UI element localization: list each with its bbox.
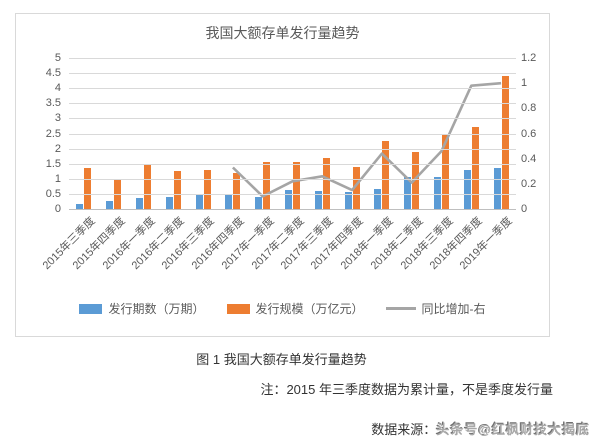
left-axis-tick: 0 — [54, 203, 61, 215]
legend-item: 同比增加-右 — [385, 300, 486, 317]
legend-item: 发行期数（万期） — [79, 300, 205, 317]
bar — [501, 76, 509, 209]
bar — [314, 191, 322, 209]
right-axis-tick: 0.6 — [521, 127, 537, 140]
bar — [84, 168, 92, 209]
gridline — [69, 118, 516, 120]
right-axis-tick: 0 — [521, 203, 528, 215]
legend-item: 发行规模（万亿元） — [226, 300, 364, 317]
right-axis-tick: 0.8 — [521, 102, 537, 115]
bar-group — [188, 58, 218, 209]
bar — [195, 195, 203, 209]
bar-group — [158, 58, 188, 209]
bar — [203, 169, 211, 209]
bar — [135, 198, 143, 209]
gridline — [69, 88, 516, 90]
left-axis-tick: 2 — [54, 142, 61, 155]
bar-group — [427, 58, 457, 209]
left-axis-tick: 4.5 — [45, 67, 61, 80]
figure-note: 注：2015 年三季度数据为累计量，不是季度发行量 — [260, 382, 553, 397]
chart-container: 我国大额存单发行量趋势 5 4.5 4 3.5 3 2.5 2 1.5 1 0.5 0 1.2 1 0.… — [15, 13, 550, 337]
bar — [382, 141, 390, 209]
bar-group — [69, 58, 99, 209]
legend-swatch — [226, 303, 250, 314]
bar-group — [248, 58, 278, 209]
bar-group — [456, 58, 486, 209]
gridline — [69, 148, 516, 150]
bar-group — [367, 58, 397, 209]
bar — [404, 177, 412, 209]
legend: 发行期数（万期） 发行规模（万亿元） 同比增加-右 — [16, 300, 549, 317]
bar — [143, 165, 151, 209]
bar-group — [218, 58, 248, 209]
bar — [412, 151, 420, 209]
bar — [463, 169, 471, 209]
bar — [233, 172, 241, 209]
left-axis-tick: 4 — [54, 82, 61, 95]
left-axis-tick: 0.5 — [45, 187, 61, 200]
source-label: 数据来源： — [371, 422, 437, 437]
right-axis-tick: 1.2 — [521, 52, 537, 64]
left-axis-tick: 3 — [54, 112, 61, 125]
bar — [263, 162, 271, 209]
bar-group — [278, 58, 308, 209]
bar — [322, 157, 330, 209]
legend-swatch — [79, 303, 103, 314]
gridline — [69, 133, 516, 135]
bar — [292, 162, 300, 209]
bar — [255, 196, 263, 209]
bar-group — [337, 58, 367, 209]
gridline — [69, 103, 516, 105]
bar — [352, 166, 360, 209]
bar — [471, 127, 479, 209]
figure-caption: 图 1 我国大额存单发行量趋势 — [196, 352, 367, 367]
data-source: 数据来源：头条号@红枫财技大揭底 — [0, 419, 590, 438]
bar-group — [129, 58, 159, 209]
legend-label: 同比增加-右 — [421, 302, 486, 316]
bar — [441, 135, 449, 209]
right-axis-tick: 1 — [521, 77, 528, 90]
right-axis-tick: 0.4 — [521, 152, 537, 165]
bar — [76, 204, 84, 209]
bar — [284, 189, 292, 209]
gridline — [69, 73, 516, 75]
left-axis-tick: 3.5 — [45, 97, 61, 110]
bar — [344, 192, 352, 209]
left-axis-tick: 1 — [54, 172, 61, 185]
bar — [225, 195, 233, 209]
bar — [433, 176, 441, 209]
bar — [173, 171, 181, 209]
gridline — [69, 193, 516, 195]
left-axis-tick: 5 — [54, 52, 61, 64]
plot-area — [69, 58, 516, 210]
left-axis-tick: 1.5 — [45, 157, 61, 170]
legend-label: 发行规模（万亿元） — [255, 302, 364, 316]
bar — [165, 196, 173, 209]
bar-group — [307, 58, 337, 209]
bar-group — [397, 58, 427, 209]
bar — [493, 168, 501, 209]
gridline — [69, 58, 516, 59]
x-axis-line — [69, 209, 516, 210]
right-axis-tick: 0.2 — [521, 177, 537, 190]
source-watermark: 头条号@红枫财技大揭底 — [436, 422, 590, 437]
bar — [374, 189, 382, 209]
bar-group — [486, 58, 516, 209]
legend-label: 发行期数（万期） — [108, 302, 205, 316]
left-axis-tick: 2.5 — [45, 127, 61, 140]
legend-swatch — [385, 307, 416, 310]
bar — [106, 201, 114, 209]
gridline — [69, 178, 516, 180]
chart-title: 我国大额存单发行量趋势 — [205, 25, 360, 41]
gridline — [69, 163, 516, 165]
